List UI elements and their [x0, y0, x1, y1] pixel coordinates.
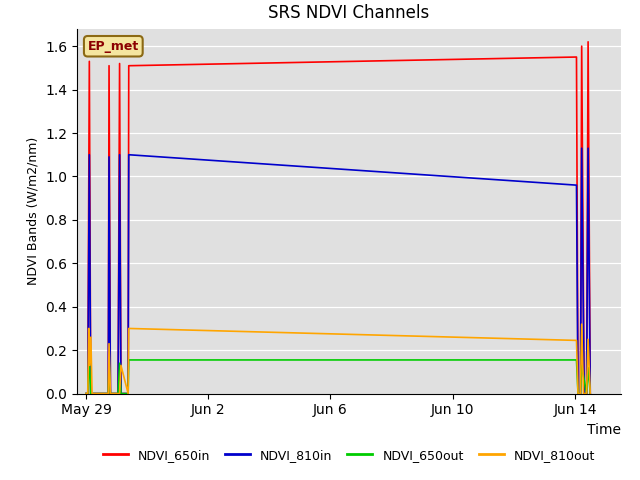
Text: Time: Time — [587, 423, 621, 437]
Title: SRS NDVI Channels: SRS NDVI Channels — [268, 4, 429, 22]
Text: EP_met: EP_met — [88, 40, 139, 53]
Y-axis label: NDVI Bands (W/m2/nm): NDVI Bands (W/m2/nm) — [26, 137, 40, 285]
Legend: NDVI_650in, NDVI_810in, NDVI_650out, NDVI_810out: NDVI_650in, NDVI_810in, NDVI_650out, NDV… — [97, 444, 600, 467]
